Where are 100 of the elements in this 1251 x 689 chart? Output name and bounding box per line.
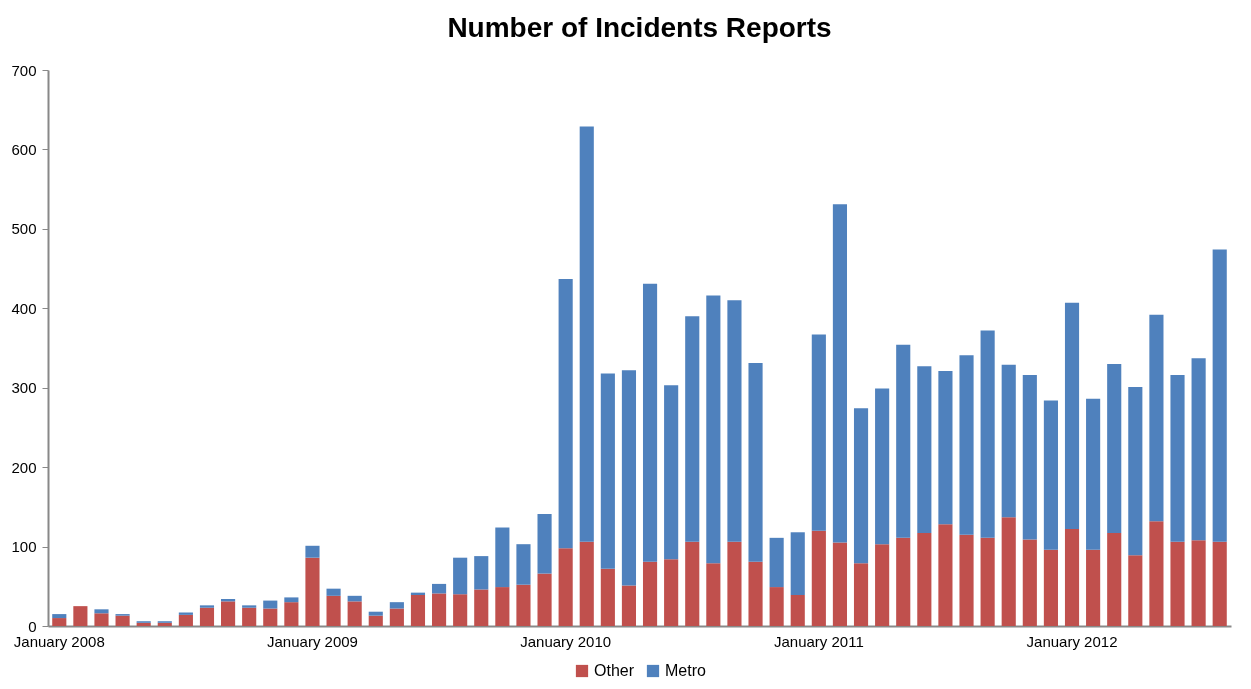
bar [52, 618, 67, 626]
bar [896, 537, 911, 626]
bar [1212, 249, 1227, 542]
bar [368, 611, 383, 616]
bar [1107, 533, 1122, 626]
x-tick-label: January 2011 [773, 632, 864, 650]
bar [875, 388, 890, 545]
bar [495, 587, 510, 626]
legend-label: Other [594, 662, 635, 679]
bar [1001, 517, 1016, 626]
bar [326, 588, 341, 596]
bar [221, 601, 236, 626]
bar [748, 363, 763, 562]
bar [284, 597, 299, 603]
bar [1022, 375, 1037, 540]
bar [832, 542, 847, 626]
bar [600, 568, 615, 626]
bar [896, 344, 911, 538]
bar [642, 283, 658, 562]
bar [938, 371, 953, 525]
bar [389, 602, 404, 609]
bar [664, 559, 679, 626]
bar [199, 605, 215, 608]
bar [432, 583, 447, 594]
y-tick-label: 400 [11, 299, 37, 317]
bar [600, 373, 615, 569]
bar [389, 608, 404, 626]
bar [242, 607, 257, 626]
bar [1149, 314, 1164, 522]
bar [516, 584, 531, 626]
x-tick-label: January 2010 [520, 632, 612, 650]
y-tick-label: 100 [11, 538, 37, 556]
bar [474, 589, 489, 626]
y-tick-label: 200 [11, 458, 37, 476]
bar [284, 602, 299, 626]
y-tick-label: 300 [11, 379, 37, 397]
bar [1191, 540, 1206, 626]
y-tick-label: 600 [11, 140, 37, 158]
bar [790, 532, 805, 596]
bar [263, 608, 278, 626]
bar [453, 594, 468, 626]
bar [790, 595, 805, 626]
bar [1086, 549, 1101, 626]
bar [347, 601, 362, 626]
bar [326, 595, 341, 626]
x-tick-label: January 2009 [267, 632, 358, 650]
bar [959, 355, 974, 535]
bar [727, 541, 742, 626]
bar [917, 366, 932, 534]
bar [706, 295, 721, 564]
bar [579, 541, 594, 626]
bar [1107, 363, 1122, 534]
bar [706, 563, 721, 626]
y-tick-label: 500 [11, 220, 37, 238]
bar [642, 561, 658, 626]
bar [558, 548, 573, 626]
bar [516, 544, 531, 585]
bar [94, 613, 109, 626]
bar [537, 573, 552, 626]
bar [769, 537, 784, 588]
bar [748, 561, 763, 626]
bar [305, 545, 320, 558]
bar [811, 334, 826, 531]
bar [453, 557, 468, 595]
bar [685, 316, 700, 542]
bar [959, 534, 974, 626]
y-tick-label: 0 [28, 617, 37, 635]
bar [1064, 529, 1080, 626]
bar [73, 606, 88, 626]
bar [853, 563, 869, 626]
bar [1064, 302, 1080, 530]
bar [1001, 364, 1016, 518]
bar [980, 330, 995, 538]
bar [1043, 549, 1058, 626]
bar [474, 556, 489, 590]
bar [432, 593, 447, 626]
bar [1022, 539, 1037, 626]
bar [263, 600, 278, 609]
bar [1128, 555, 1143, 626]
bar [410, 595, 426, 626]
bar [1170, 541, 1185, 626]
bar [664, 385, 679, 560]
bar [242, 605, 257, 608]
bar [1191, 358, 1206, 541]
bar [727, 300, 742, 542]
bar [199, 607, 215, 626]
bar [94, 609, 109, 614]
bar [875, 544, 890, 626]
bar [685, 541, 700, 626]
x-tick-label: January 2008 [13, 632, 105, 650]
bar [853, 408, 869, 564]
bar [621, 370, 637, 586]
bar [558, 278, 573, 549]
x-tick-label: January 2012 [1026, 632, 1118, 650]
bar [495, 527, 510, 588]
bar [1212, 541, 1227, 626]
bar [811, 530, 826, 626]
bar [832, 204, 847, 543]
bar [1128, 386, 1143, 556]
bar [115, 615, 130, 626]
